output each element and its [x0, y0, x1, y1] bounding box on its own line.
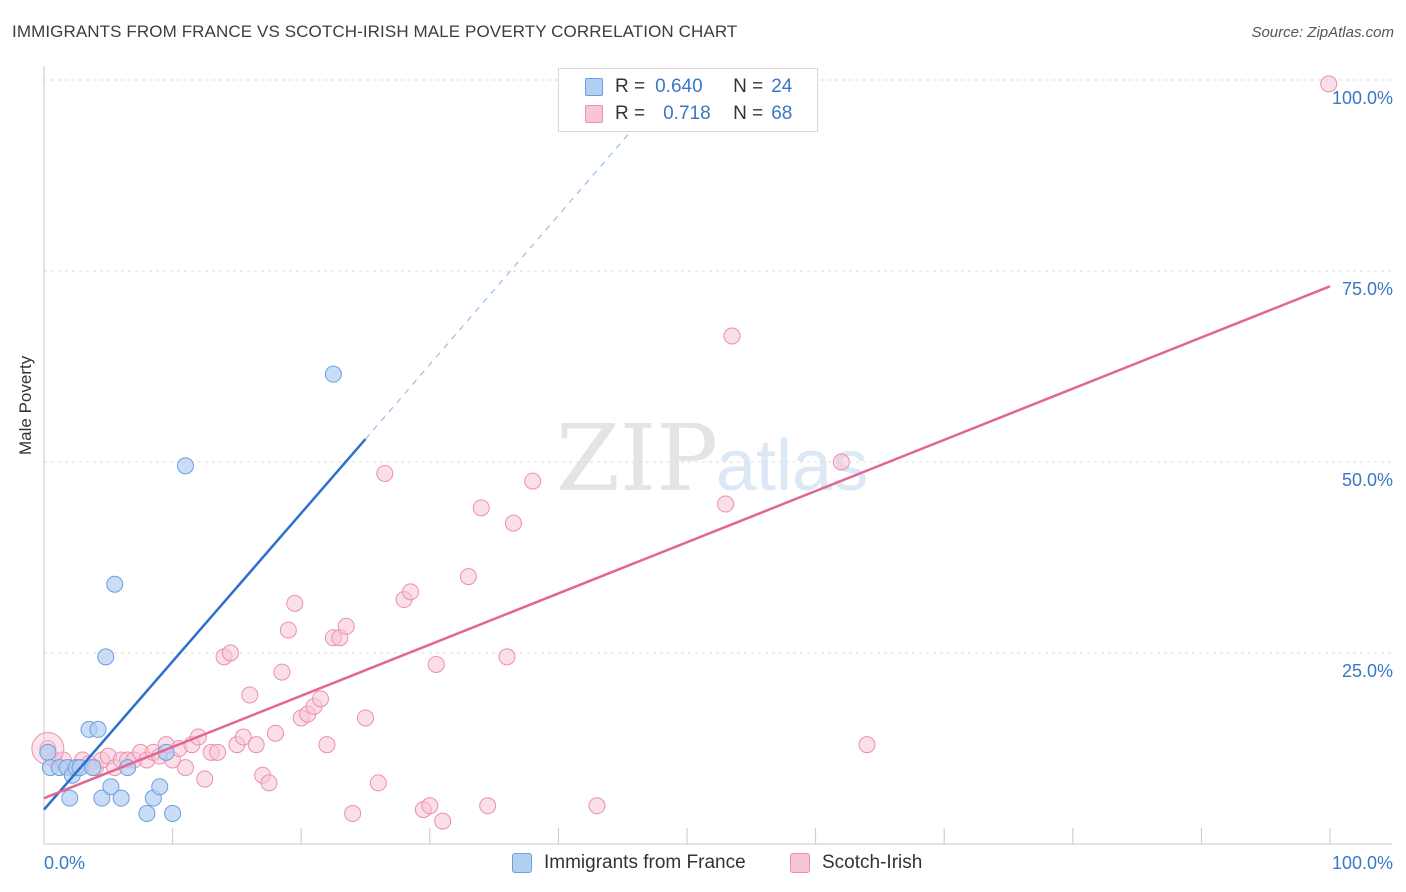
- legend-item-scotch-irish[interactable]: Scotch-Irish: [790, 852, 922, 874]
- scotch-irish-point: [209, 743, 227, 761]
- scotch-irish-point: [498, 648, 516, 666]
- france-point: [97, 648, 115, 666]
- legend-label-france: Immigrants from France: [544, 852, 746, 873]
- scotch-irish-point: [273, 663, 291, 681]
- watermark: ZIP atlas: [556, 405, 868, 512]
- legend-swatch-scotch-irish: [790, 853, 810, 873]
- scotch-irish-point: [479, 797, 497, 815]
- scotch-irish-point: [421, 797, 439, 815]
- scotch-irish-point: [723, 327, 741, 345]
- france-point: [106, 575, 124, 593]
- y-tick-label: 25.0%: [1342, 661, 1393, 681]
- axes: [43, 66, 1392, 845]
- scotch-irish-point: [247, 736, 265, 754]
- france-point: [176, 457, 194, 475]
- scotch-irish-point: [357, 709, 374, 727]
- scotch-irish-point: [196, 770, 214, 788]
- scotch-irish-point: [311, 690, 329, 708]
- scotch-irish-point: [369, 774, 387, 792]
- france-point: [93, 789, 111, 807]
- france-trend-extension: [365, 125, 637, 440]
- watermark-zip: ZIP: [556, 405, 718, 512]
- legend-r-label: R =: [615, 103, 646, 124]
- france-point: [138, 804, 156, 822]
- y-tick-label: 50.0%: [1342, 470, 1393, 490]
- chart-title: IMMIGRANTS FROM FRANCE VS SCOTCH-IRISH M…: [12, 22, 738, 41]
- trend-lines: [43, 125, 1331, 811]
- legend-n-value-france: 24: [771, 76, 793, 97]
- y-tick-label: 100.0%: [1332, 88, 1393, 108]
- france-point: [324, 365, 342, 383]
- france-point: [151, 778, 169, 796]
- scotch-irish-trend-line: [43, 285, 1331, 800]
- legend-n-value-scotch-irish: 68: [771, 103, 793, 124]
- scotch-irish-point: [588, 797, 606, 815]
- scotch-irish-point: [472, 499, 490, 517]
- scotch-irish-point: [434, 812, 452, 830]
- legend-n-label: N =: [733, 103, 764, 124]
- gridlines: [44, 79, 1392, 654]
- scotch-irish-point: [266, 724, 284, 742]
- scotch-irish-point: [1320, 75, 1338, 93]
- scotch-irish-point: [279, 621, 297, 639]
- legend-row-france: R = 0.640 N = 24: [585, 74, 792, 100]
- y-axis-label: Male Poverty: [16, 355, 35, 455]
- scotch-irish-point: [337, 617, 355, 635]
- legend-swatch-france: [512, 853, 532, 873]
- scotch-irish-point: [402, 583, 420, 601]
- france-point: [39, 743, 57, 761]
- legend-r-value-france: 0.640: [655, 76, 703, 97]
- france-point: [112, 789, 130, 807]
- tick-labels: 25.0% 50.0% 75.0% 100.0% 0.0% 100.0%: [44, 88, 1393, 873]
- scotch-irish-point: [241, 686, 259, 704]
- x-tick-label: 0.0%: [44, 853, 85, 873]
- scotch-irish-point: [234, 728, 252, 746]
- legend-item-france[interactable]: Immigrants from France: [512, 852, 746, 874]
- legend-row-scotch-irish: R = 0.718 N = 68: [585, 101, 792, 127]
- scotch-irish-point: [504, 514, 522, 532]
- legend-r-value-scotch-irish: 0.718: [663, 103, 711, 124]
- source-label: Source: ZipAtlas.com: [1251, 24, 1394, 41]
- legend-label-scotch-irish: Scotch-Irish: [822, 852, 923, 873]
- y-tick-label: 75.0%: [1342, 279, 1393, 299]
- scotch-irish-point: [717, 495, 735, 513]
- france-point: [102, 778, 120, 796]
- scotch-irish-point: [260, 774, 278, 792]
- scotch-irish-point: [318, 736, 336, 754]
- france-point: [89, 720, 107, 738]
- france-point: [84, 759, 102, 777]
- scotch-irish-point: [524, 472, 542, 490]
- scotch-irish-point: [832, 453, 850, 471]
- x-tick-label: 100.0%: [1332, 853, 1393, 873]
- correlation-legend: R = 0.640 N = 24 R = 0.718 N = 68: [558, 68, 818, 132]
- scotch-irish-point: [221, 644, 239, 662]
- scotch-irish-point: [459, 568, 477, 586]
- legend-n-label: N =: [733, 76, 764, 97]
- scotch-irish-point: [176, 759, 194, 777]
- scotch-irish-point: [286, 594, 304, 612]
- scotch-irish-point: [376, 464, 394, 482]
- scotch-irish-point: [344, 804, 362, 822]
- scotch-irish-point: [427, 655, 445, 673]
- scotch-irish-point: [858, 736, 876, 754]
- france-point: [61, 789, 79, 807]
- legend-swatch-scotch-irish: [585, 105, 603, 123]
- legend-r-label: R =: [615, 76, 646, 97]
- legend-swatch-france: [585, 78, 603, 96]
- france-point: [164, 804, 182, 822]
- france-trend-line: [43, 438, 367, 811]
